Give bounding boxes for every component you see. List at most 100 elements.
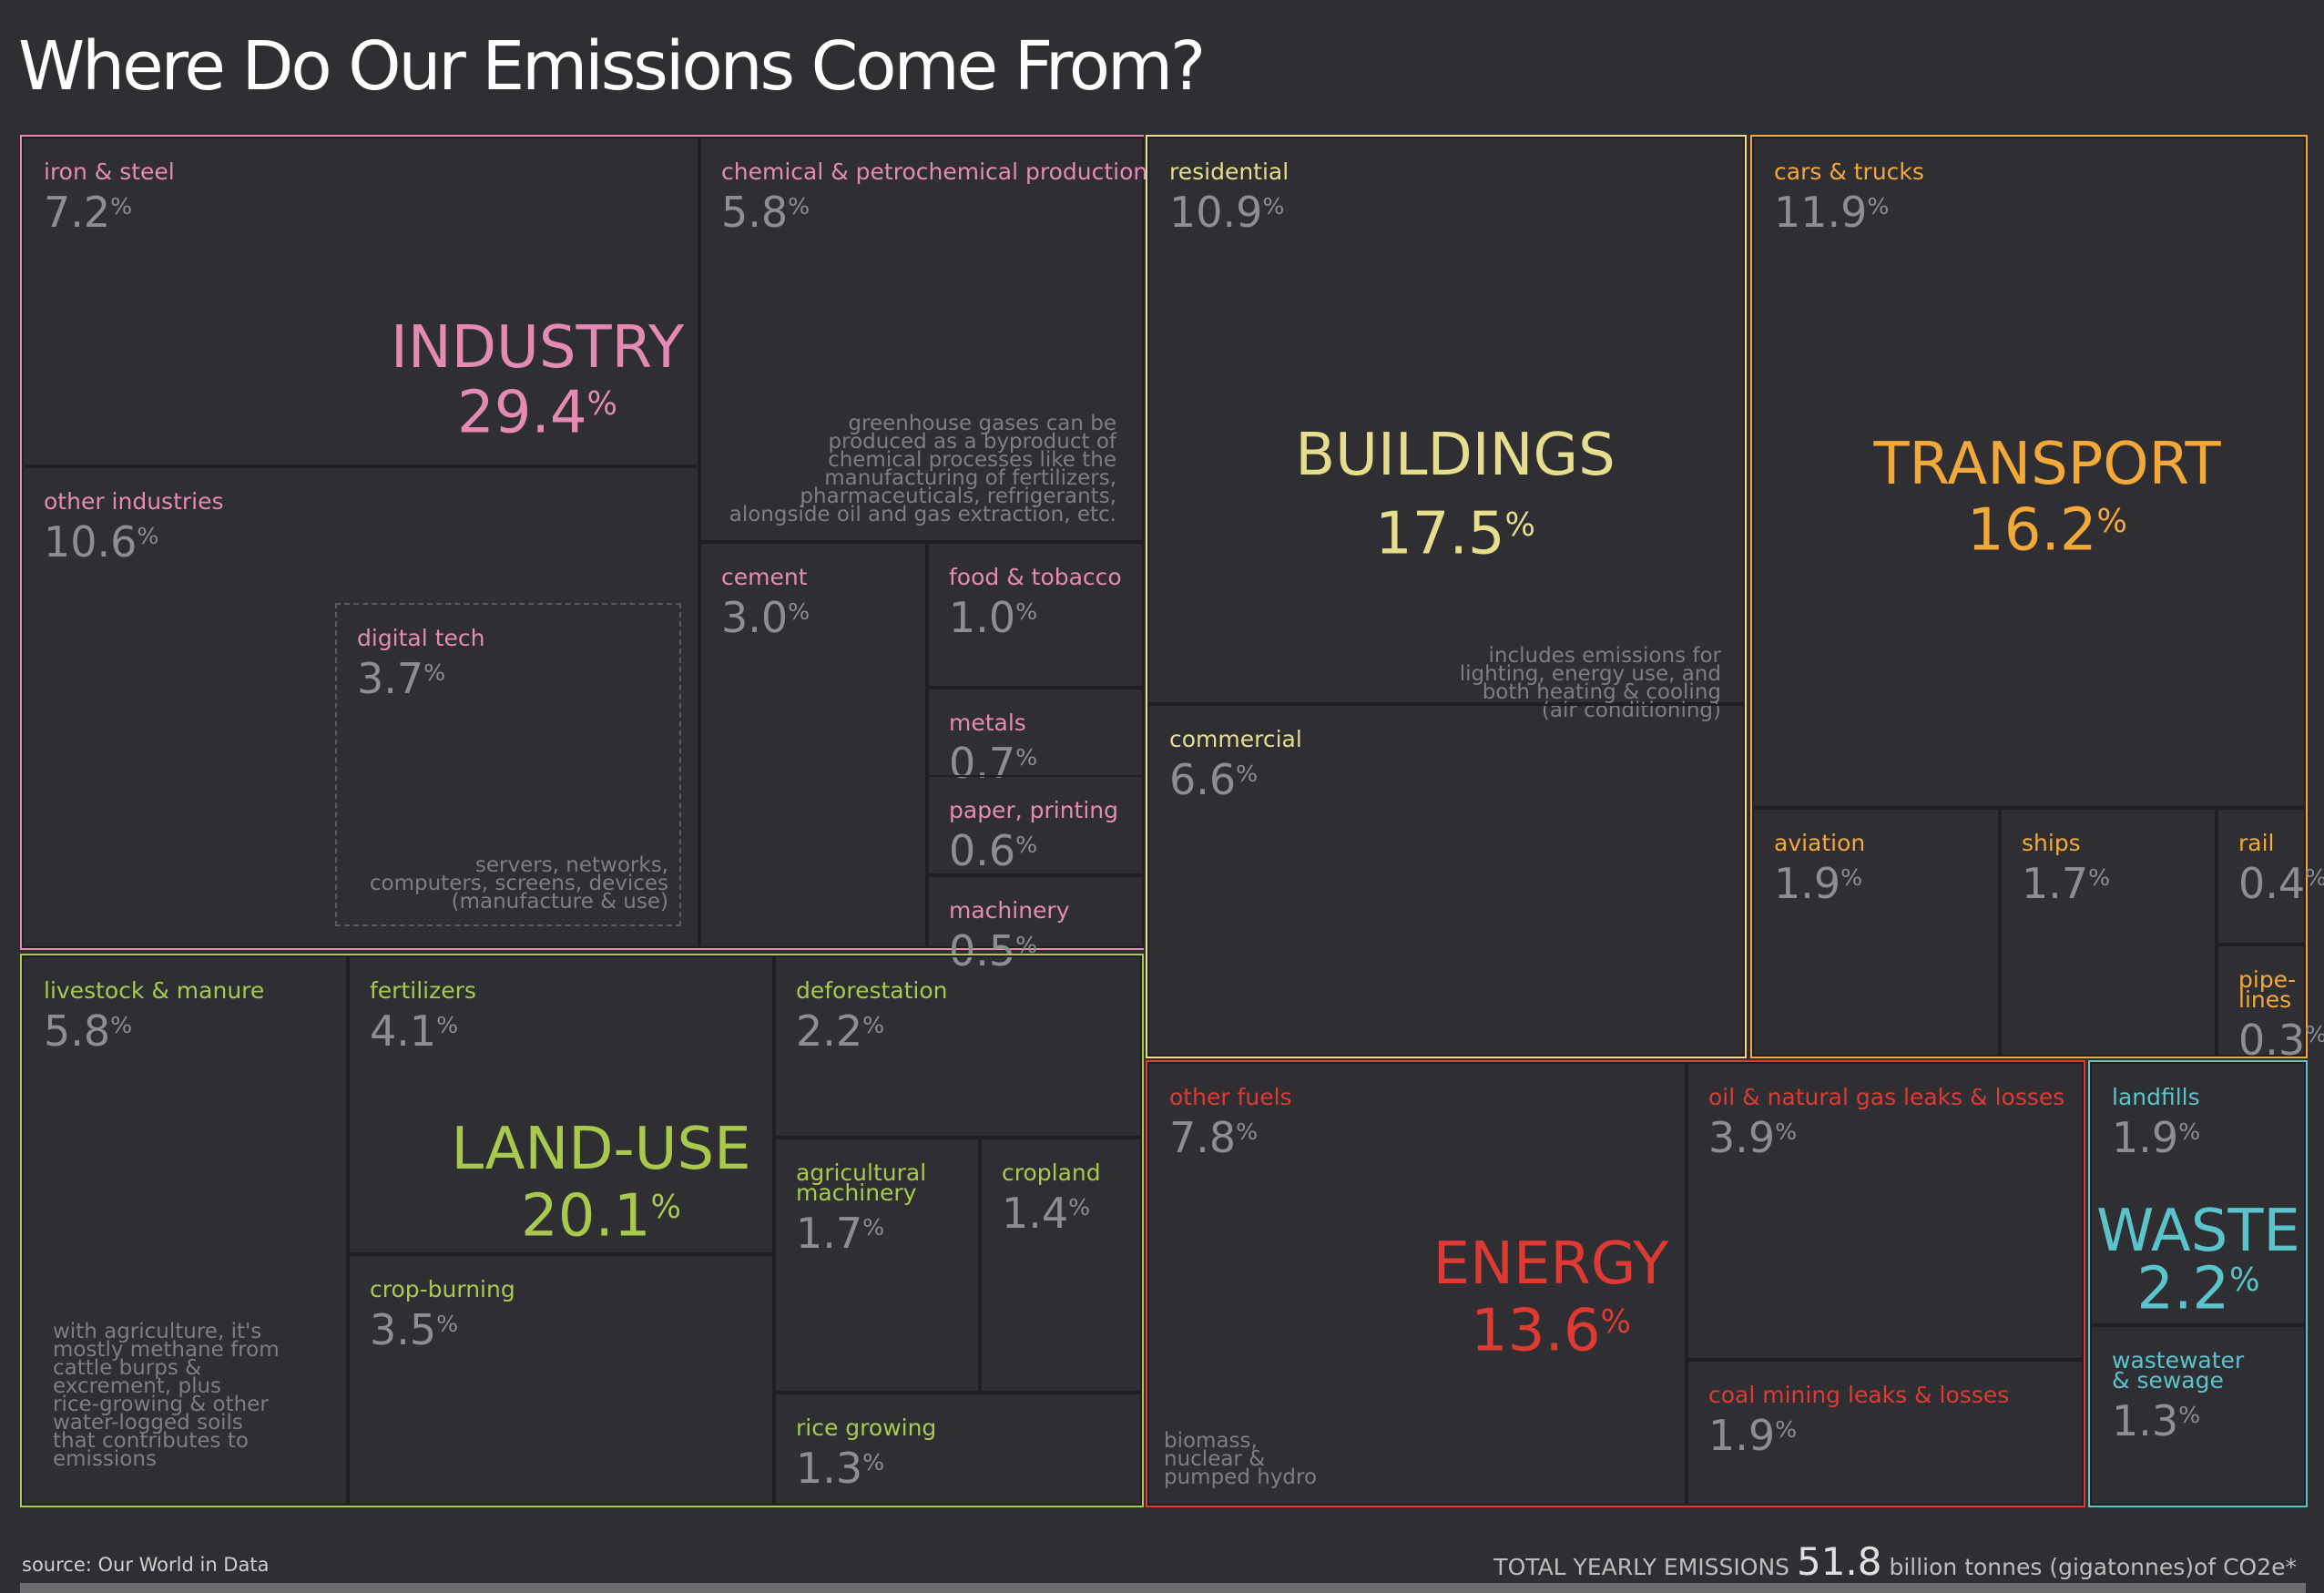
tile-value: 0.3% — [2238, 1015, 2324, 1065]
tile-value: 0.5% — [949, 925, 1038, 975]
tile-note: greenhouse gases can be produced as a by… — [729, 412, 1116, 526]
sector-name: BUILDINGS — [1295, 422, 1616, 489]
tile-rail — [2217, 808, 2306, 945]
tile-value: 0.4% — [2238, 858, 2324, 908]
total-emissions: TOTAL YEARLY EMISSIONS 51.8 billion tonn… — [1493, 1539, 2297, 1584]
tile-landfills — [2090, 1062, 2306, 1325]
tile-digital-tech — [335, 603, 681, 926]
tile-value: 1.7% — [796, 1208, 885, 1258]
tile-label: other industries — [44, 488, 224, 515]
tile-label: agricultural machinery — [796, 1159, 927, 1206]
tile-ships — [2000, 808, 2217, 1057]
sector-transport — [1750, 135, 2308, 1058]
sector-name: LAND-USE — [451, 1116, 751, 1183]
tile-value: 1.9% — [2112, 1112, 2201, 1162]
tile-wastewater-sewage — [2090, 1325, 2306, 1506]
sector-value: 13.6% — [1471, 1297, 1631, 1365]
sector-name: INDUSTRY — [390, 314, 685, 382]
total-label: TOTAL YEARLY EMISSIONS — [1493, 1554, 1790, 1580]
tile-note: with agriculture, it's mostly methane fr… — [53, 1320, 280, 1471]
sector-energy — [1146, 1060, 2085, 1507]
tile-label: paper, printing — [949, 797, 1119, 823]
sector-value: 16.2% — [1967, 496, 2127, 565]
tile-label: livestock & manure — [44, 977, 265, 1004]
tile-value: 1.4% — [1002, 1188, 1091, 1238]
tile-value: 1.9% — [1774, 858, 1863, 908]
sector-value: 29.4% — [457, 379, 617, 447]
tile-value: 1.3% — [2112, 1395, 2201, 1445]
tile-food-tobacco — [927, 542, 1144, 688]
sector-land-use — [20, 954, 1144, 1507]
sector-value: 20.1% — [521, 1182, 681, 1251]
tile-value: 11.9% — [1774, 187, 1890, 237]
tile-value: 2.2% — [796, 1006, 885, 1056]
tile-value: 4.1% — [370, 1006, 459, 1056]
tile-value: 7.8% — [1169, 1112, 1259, 1162]
tile-value: 1.3% — [796, 1443, 885, 1493]
tile-label: commercial — [1169, 726, 1302, 752]
total-unit: billion tonnes (gigatonnes)of CO2e* — [1889, 1554, 2297, 1580]
tile-label: aviation — [1774, 830, 1866, 856]
tile-value: 10.9% — [1169, 187, 1285, 237]
tile-label: residential — [1169, 158, 1289, 185]
tile-label: landfills — [2112, 1084, 2200, 1110]
tile-value: 3.7% — [357, 653, 446, 703]
tile-label: machinery — [949, 897, 1070, 924]
sector-name: WASTE — [2096, 1198, 2300, 1265]
tile-fertilizers — [348, 955, 774, 1254]
sector-value: 2.2% — [2136, 1255, 2260, 1323]
tile-value: 1.9% — [1708, 1410, 1798, 1460]
tile-value: 3.9% — [1708, 1112, 1798, 1162]
tile-other-industries — [22, 466, 699, 948]
tile-paper-printing — [927, 775, 1144, 875]
tile-cement — [699, 542, 927, 948]
page-title: Where Do Our Emissions Come From? — [18, 27, 1206, 106]
tile-value: 0.6% — [949, 825, 1038, 875]
tile-value: 3.0% — [721, 592, 810, 642]
tile-value: 1.0% — [949, 592, 1038, 642]
tile-aviation — [1752, 808, 2000, 1057]
tile-oil-natural-gas-leaks-losses — [1687, 1062, 2084, 1360]
tile-value: 1.7% — [2022, 858, 2111, 908]
tile-label: cars & trucks — [1774, 158, 1924, 185]
tile-label: ships — [2022, 830, 2081, 856]
tile-label: rice growing — [796, 1414, 937, 1441]
tile-cars-trucks — [1752, 137, 2306, 808]
tile-label: cropland — [1002, 1159, 1101, 1186]
tile-note: biomass, nuclear & pumped hydro — [1164, 1429, 1318, 1489]
tile-label: pipe-lines — [2238, 966, 2297, 1013]
tile-value: 10.6% — [44, 516, 159, 567]
tile-label: chemical & petrochemical production — [721, 158, 1148, 185]
tile-value: 5.8% — [721, 187, 810, 237]
tile-deforestation — [774, 955, 1142, 1138]
tile-label: deforestation — [796, 977, 948, 1004]
tile-coal-mining-leaks-losses — [1687, 1360, 2084, 1506]
tile-label: digital tech — [357, 625, 485, 651]
tile-machinery — [927, 875, 1144, 948]
source-note: source: Our World in Data — [22, 1554, 270, 1576]
sector-value: 17.5% — [1375, 500, 1535, 568]
tile-livestock-manure — [22, 955, 348, 1506]
tile-crop-burning — [348, 1254, 774, 1506]
tile-label: metals — [949, 710, 1026, 736]
total-value: 51.8 — [1796, 1539, 1882, 1584]
tile-value: 0.7% — [949, 738, 1038, 788]
tile-label: coal mining leaks & losses — [1708, 1382, 2010, 1408]
tile-value: 5.8% — [44, 1006, 133, 1056]
sector-buildings — [1146, 135, 1747, 1058]
tile-rice-growing — [774, 1393, 1142, 1506]
tile-residential — [1147, 137, 1745, 704]
tile-label: crop-burning — [370, 1276, 515, 1302]
tile-other-fuels — [1147, 1062, 1687, 1506]
tile-label: rail — [2238, 830, 2275, 856]
tile-value: 3.5% — [370, 1304, 459, 1354]
tile-chemical-petrochemical-production — [699, 137, 1144, 542]
tile-label: oil & natural gas leaks & losses — [1708, 1084, 2065, 1110]
tile-commercial — [1147, 704, 1745, 1057]
tile-label: fertilizers — [370, 977, 476, 1004]
tile-agricultural-machinery — [774, 1138, 980, 1393]
sector-name: ENERGY — [1432, 1230, 1669, 1298]
tile-value: 7.2% — [44, 187, 133, 237]
tile-cropland — [980, 1138, 1142, 1393]
tile-label: wastewater & sewage — [2112, 1347, 2245, 1394]
